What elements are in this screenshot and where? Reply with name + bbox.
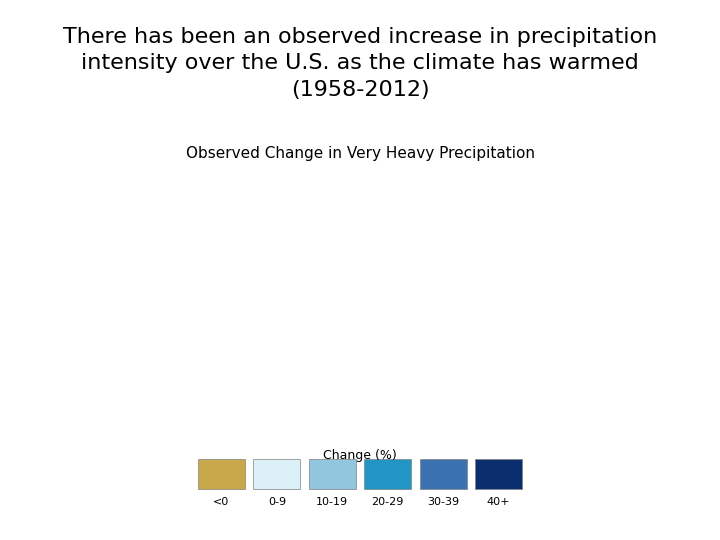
Text: <0: <0	[213, 497, 230, 507]
Text: 30-39: 30-39	[427, 497, 459, 507]
Text: There has been an observed increase in precipitation
intensity over the U.S. as : There has been an observed increase in p…	[63, 27, 657, 100]
Text: 10-19: 10-19	[316, 497, 348, 507]
Text: 0-9: 0-9	[268, 497, 286, 507]
Text: 40+: 40+	[487, 497, 510, 507]
Text: Change (%): Change (%)	[323, 449, 397, 462]
Text: Observed Change in Very Heavy Precipitation: Observed Change in Very Heavy Precipitat…	[186, 146, 534, 161]
Text: 20-29: 20-29	[372, 497, 404, 507]
